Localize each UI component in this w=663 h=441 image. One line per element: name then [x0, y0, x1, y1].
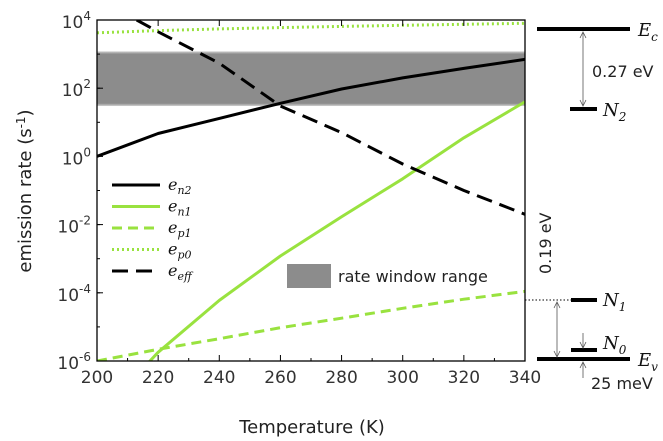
- legend-label-p0: ep0: [168, 240, 192, 262]
- series-n2: [97, 57, 525, 158]
- series-layer: [97, 20, 525, 361]
- y-axis: 10-6 10-4 10-2 100 102 104: [57, 9, 103, 374]
- y-tick-label: 10-4: [57, 282, 91, 306]
- legend-label-n1: en1: [168, 197, 192, 219]
- y-tick-label: 100: [62, 145, 91, 169]
- x-tick-label: 340: [509, 368, 541, 388]
- y-axis-label: emission rate (s-1): [14, 109, 36, 272]
- x-tick-label: 240: [203, 368, 235, 388]
- rate-window-band-layer: [97, 51, 525, 107]
- level-n0-label: N0: [602, 333, 627, 357]
- legend-label-eff: eeff: [168, 261, 194, 283]
- energy-level-diagram: Ec N2 N1 N0 Ev 0.27 eV 0.19 eV 25 meV: [525, 20, 658, 393]
- level-n2-label: N2: [602, 100, 626, 124]
- series-eff: [135, 20, 525, 216]
- rate-window-band: [97, 51, 525, 107]
- x-axis-label: Temperature (K): [238, 417, 385, 438]
- y-tick-label: 102: [62, 77, 91, 101]
- series-n1: [147, 100, 525, 361]
- gap-mid-label: 0.19 eV: [536, 212, 555, 274]
- series-p0: [97, 21, 525, 35]
- gap-bottom-label: 25 meV: [591, 374, 653, 393]
- level-ec-label: Ec: [637, 20, 658, 44]
- x-tick-label: 220: [142, 368, 174, 388]
- y-tick-label: 104: [62, 9, 91, 33]
- legend-band-label: rate window range: [338, 267, 488, 286]
- x-axis: 200 220 240 260 280 300 320 340: [81, 20, 541, 388]
- x-tick-label: 200: [81, 368, 113, 388]
- legend-label-n2: en2: [168, 175, 192, 197]
- x-tick-label: 320: [448, 368, 480, 388]
- y-tick-label: 10-2: [57, 214, 91, 238]
- legend-band-swatch: [287, 264, 331, 288]
- legend-label-p1: ep1: [168, 218, 192, 240]
- level-n1-label: N1: [602, 290, 626, 314]
- level-ev-label: Ev: [637, 350, 658, 374]
- series-p1: [97, 289, 525, 361]
- x-tick-label: 260: [264, 368, 296, 388]
- y-tick-label: 10-6: [57, 350, 91, 374]
- x-tick-label: 300: [386, 368, 418, 388]
- gap-top-label: 0.27 eV: [592, 62, 654, 81]
- x-tick-label: 280: [325, 368, 357, 388]
